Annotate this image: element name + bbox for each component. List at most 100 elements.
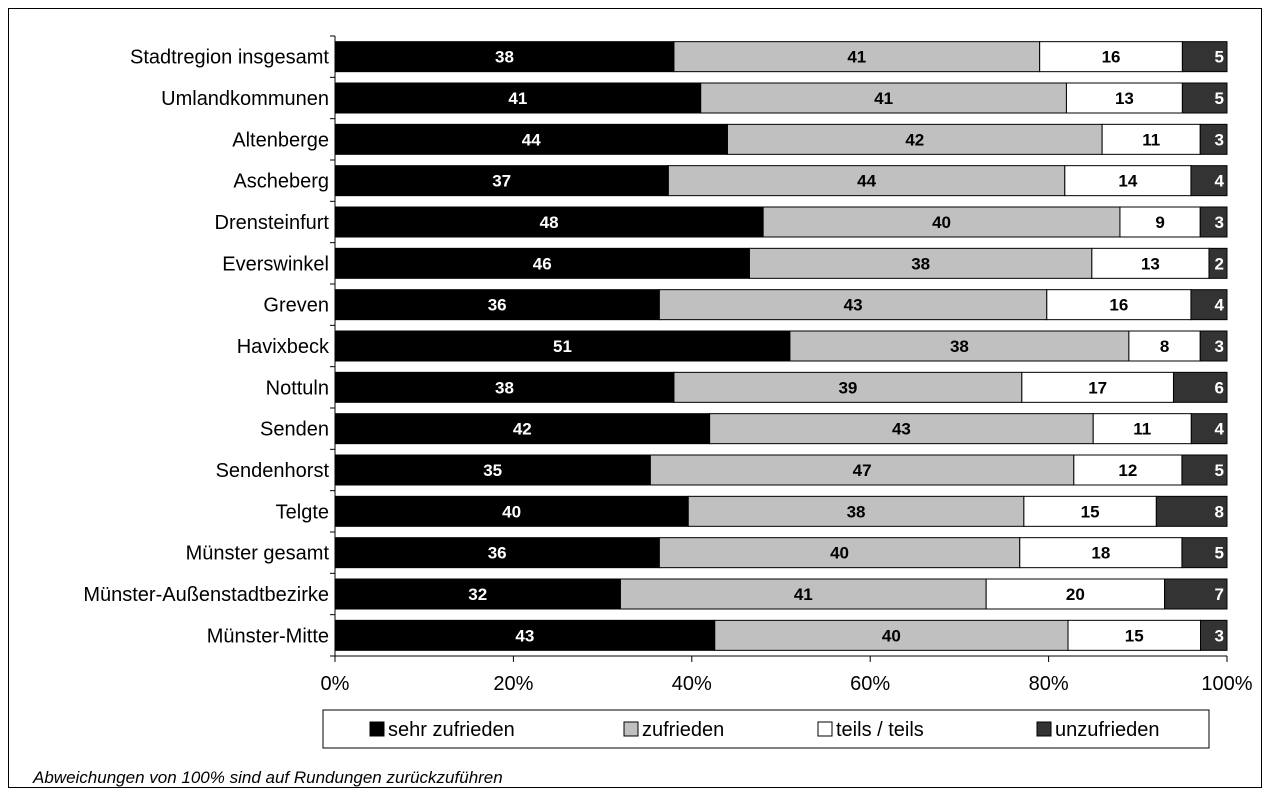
category-label: Everswinkel	[222, 253, 329, 275]
legend-label: unzufrieden	[1055, 719, 1160, 741]
category-label: Altenberge	[232, 129, 329, 151]
bar-segment	[985, 578, 1166, 610]
category-label: Telgte	[276, 501, 329, 523]
legend-swatch	[817, 721, 833, 737]
bar-segment	[748, 247, 1093, 279]
category-label: Umlandkommunen	[161, 88, 329, 110]
bar-segment	[334, 330, 791, 362]
data-label: 3	[1215, 130, 1224, 149]
data-label: 43	[892, 420, 911, 439]
data-label: 41	[508, 89, 527, 108]
data-label: 36	[488, 544, 507, 563]
bar-segment	[673, 41, 1041, 73]
data-label: 20	[1066, 585, 1085, 604]
bar-segment	[334, 371, 675, 403]
legend-box	[322, 709, 1210, 749]
data-label: 44	[522, 130, 541, 149]
category-label: Ascheberg	[233, 171, 329, 193]
data-label: 5	[1215, 544, 1224, 563]
bar-segment	[334, 619, 716, 651]
category-label: Nottuln	[266, 377, 329, 399]
data-label: 17	[1088, 378, 1107, 397]
data-label: 42	[905, 130, 924, 149]
category-label: Münster-Außenstadtbezirke	[83, 584, 329, 606]
data-label: 15	[1081, 502, 1100, 521]
bar-segment	[1067, 619, 1202, 651]
data-label: 2	[1215, 254, 1224, 273]
bar-segment	[1172, 371, 1228, 403]
bar-segment	[1190, 413, 1228, 445]
legend-swatch	[623, 721, 639, 737]
bar-segment	[714, 619, 1069, 651]
data-label: 48	[540, 213, 559, 232]
data-label: 12	[1118, 461, 1137, 480]
data-label: 8	[1215, 502, 1224, 521]
data-label: 3	[1215, 213, 1224, 232]
x-tick-label: 60%	[850, 673, 890, 695]
bar-segment	[1208, 247, 1228, 279]
bar-segment	[700, 82, 1067, 114]
data-label: 18	[1091, 544, 1110, 563]
data-label: 38	[847, 502, 866, 521]
category-label: Greven	[263, 295, 329, 317]
bar-segment	[334, 41, 675, 73]
x-tick-label: 40%	[672, 673, 712, 695]
bar-segment	[658, 537, 1021, 569]
data-label: 37	[492, 172, 511, 191]
bar-segment	[1023, 495, 1157, 527]
legend-label: sehr zufrieden	[388, 719, 515, 741]
category-label: Senden	[260, 419, 329, 441]
category-label: Sendenhorst	[216, 460, 330, 482]
x-tick-label: 80%	[1029, 673, 1069, 695]
data-label: 7	[1215, 585, 1224, 604]
category-label: Münster-Mitte	[207, 625, 329, 647]
data-label: 8	[1160, 337, 1169, 356]
footnote: Abweichungen von 100% sind auf Rundungen…	[33, 768, 503, 787]
data-label: 41	[874, 89, 893, 108]
category-label: Münster gesamt	[186, 543, 330, 565]
data-label: 40	[830, 544, 849, 563]
category-label: Drensteinfurt	[215, 212, 330, 234]
legend-swatch	[1036, 721, 1052, 737]
data-label: 5	[1215, 89, 1224, 108]
bar-segment	[1164, 578, 1228, 610]
data-label: 16	[1109, 296, 1128, 315]
bar-segment	[334, 165, 669, 197]
bar-segment	[709, 413, 1094, 445]
bar-segment	[334, 413, 711, 445]
data-label: 36	[488, 296, 507, 315]
bar-segment	[1181, 41, 1228, 73]
data-label: 40	[932, 213, 951, 232]
data-label: 6	[1215, 378, 1224, 397]
data-label: 38	[950, 337, 969, 356]
bar-segment	[1119, 206, 1201, 238]
legend-label: zufrieden	[642, 719, 724, 741]
data-label: 32	[468, 585, 487, 604]
data-label: 46	[533, 254, 552, 273]
data-label: 38	[495, 378, 514, 397]
bar-segment	[1199, 330, 1228, 362]
bar-segment	[1065, 82, 1183, 114]
data-label: 4	[1215, 172, 1225, 191]
bar-segment	[334, 123, 728, 155]
bar-segment	[1064, 165, 1192, 197]
data-label: 41	[794, 585, 813, 604]
data-label: 9	[1155, 213, 1164, 232]
category-label: Havixbeck	[237, 336, 330, 358]
bar-segment	[658, 289, 1048, 321]
data-label: 42	[513, 420, 532, 439]
legend-swatch	[369, 721, 385, 737]
bar-segment	[1181, 537, 1228, 569]
bar-segment	[1155, 495, 1228, 527]
data-label: 40	[882, 626, 901, 645]
x-tick-label: 0%	[321, 673, 350, 695]
bar-segment	[1128, 330, 1201, 362]
data-label: 4	[1215, 296, 1225, 315]
data-label: 39	[838, 378, 857, 397]
legend-label: teils / teils	[836, 719, 924, 741]
bar-segment	[1021, 371, 1174, 403]
bar-segment	[1190, 289, 1228, 321]
x-tick-label: 20%	[493, 673, 533, 695]
bar-segment	[1199, 123, 1228, 155]
